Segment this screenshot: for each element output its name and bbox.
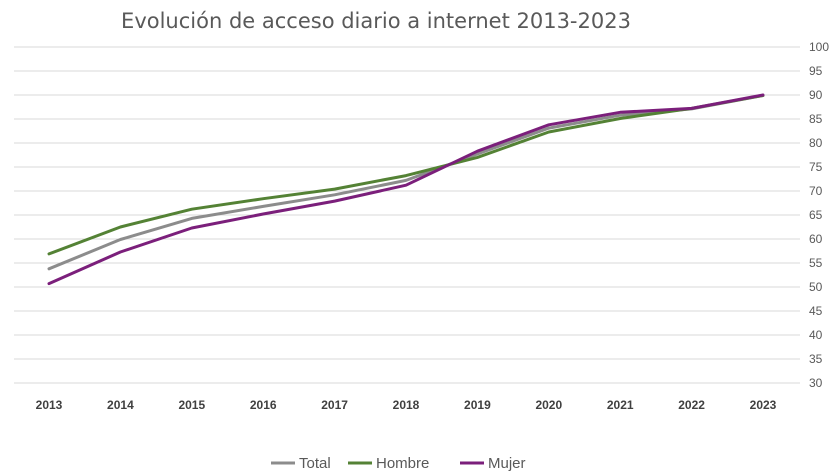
y-tick-label: 55 — [809, 256, 823, 270]
x-axis-ticks: 2013 2014 2015 2016 2017 2018 2019 2020 2021 2022… — [36, 398, 777, 412]
legend-label: Total — [299, 455, 331, 472]
x-tick-label: 2023 — [750, 398, 777, 412]
legend-label: Hombre — [376, 455, 429, 472]
chart-title: Evolución de acceso diario a internet 20… — [121, 9, 631, 33]
legend-label: Mujer — [488, 455, 526, 472]
y-tick-label: 70 — [809, 184, 823, 198]
y-tick-label: 35 — [809, 352, 823, 366]
y-tick-label: 60 — [809, 232, 823, 246]
y-tick-label: 95 — [809, 64, 823, 78]
legend: Total Hombre Mujer — [271, 455, 526, 472]
y-tick-label: 40 — [809, 328, 823, 342]
x-tick-label: 2016 — [250, 398, 277, 412]
series-line-hombre — [47, 94, 765, 256]
y-tick-label: 85 — [809, 112, 823, 126]
y-tick-label: 45 — [809, 304, 823, 318]
y-tick-label: 65 — [809, 208, 823, 222]
y-tick-label: 50 — [809, 280, 823, 294]
x-tick-label: 2018 — [393, 398, 420, 412]
y-tick-label: 75 — [809, 160, 823, 174]
series-line-mujer — [47, 93, 765, 286]
x-tick-label: 2017 — [321, 398, 348, 412]
x-tick-label: 2020 — [535, 398, 562, 412]
x-tick-label: 2022 — [678, 398, 705, 412]
y-tick-label: 100 — [809, 40, 829, 54]
x-tick-label: 2013 — [36, 398, 63, 412]
x-tick-label: 2014 — [107, 398, 134, 412]
x-tick-label: 2015 — [178, 398, 205, 412]
series-lines — [47, 93, 765, 286]
y-tick-label: 80 — [809, 136, 823, 150]
gridlines — [14, 46, 800, 384]
y-tick-label: 30 — [809, 376, 823, 390]
series-line-total — [47, 94, 765, 271]
y-tick-label: 90 — [809, 88, 823, 102]
x-tick-label: 2021 — [607, 398, 634, 412]
y-axis-ticks: 30 35 40 45 50 55 60 65 70 75 80 85 90 95 100 — [809, 40, 829, 390]
x-tick-label: 2019 — [464, 398, 491, 412]
